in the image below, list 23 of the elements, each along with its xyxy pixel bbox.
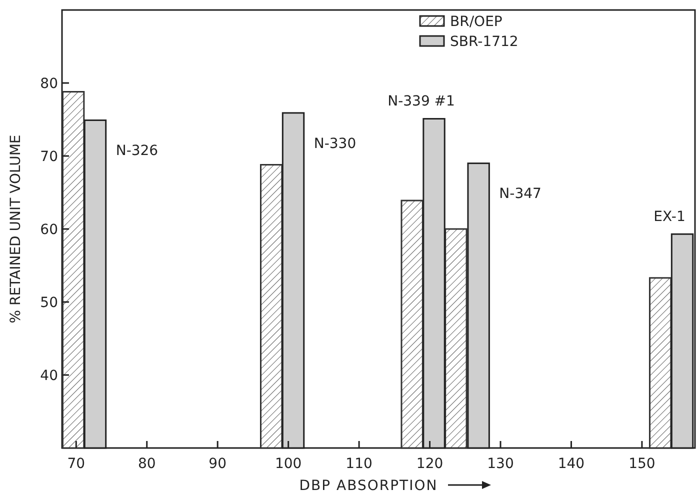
- x-tick-label: 90: [208, 456, 227, 472]
- annotation: N-330: [314, 136, 356, 152]
- y-tick-label: 80: [40, 76, 58, 92]
- y-tick-label: 60: [40, 222, 58, 238]
- y-tick-label: 40: [40, 368, 58, 384]
- legend-label: SBR-1712: [450, 34, 518, 50]
- y-axis-title: % RETAINED UNIT VOLUME: [8, 134, 24, 324]
- legend-label: BR/OEP: [450, 14, 502, 30]
- x-tick-label: 110: [346, 456, 372, 472]
- x-tick-label: 120: [416, 456, 444, 472]
- annotation: N-326: [116, 143, 158, 160]
- x-tick-label: 140: [558, 456, 585, 472]
- x-tick-label: 100: [274, 456, 302, 472]
- y-tick-label: 50: [40, 294, 58, 311]
- annotation: N-339 #1: [388, 94, 455, 110]
- x-tick-label: 70: [67, 456, 86, 472]
- x-tick-label: 150: [628, 456, 656, 472]
- x-tick-label: 130: [487, 456, 514, 472]
- x-tick-label: 80: [138, 456, 156, 472]
- annotation: N-347: [499, 186, 542, 202]
- x-axis-title: DBP ABSORPTION: [299, 478, 438, 494]
- y-tick-label: 70: [40, 148, 58, 165]
- annotation: EX-1: [654, 209, 686, 226]
